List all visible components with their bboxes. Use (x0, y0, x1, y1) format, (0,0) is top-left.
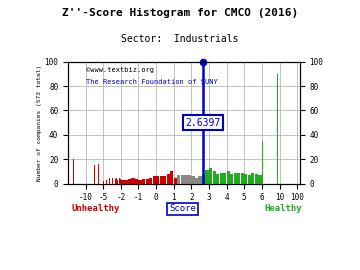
Bar (121, 180, 124, 184)
Bar (244, 174, 247, 184)
Bar (241, 173, 244, 184)
Bar (115, 179, 116, 184)
Bar (212, 171, 216, 184)
Bar (112, 178, 113, 184)
Text: Z''-Score Histogram for CMCO (2016): Z''-Score Histogram for CMCO (2016) (62, 8, 298, 18)
Bar (262, 141, 263, 184)
Text: Score: Score (169, 204, 196, 213)
Bar (142, 179, 145, 184)
Bar (139, 180, 142, 184)
Bar (167, 174, 170, 184)
Bar (198, 176, 202, 184)
Bar (188, 175, 191, 184)
Bar (223, 173, 226, 184)
Bar (277, 74, 278, 184)
Bar (237, 173, 240, 184)
Bar (149, 178, 152, 184)
Bar (234, 173, 237, 184)
Bar (98, 164, 99, 184)
Text: Unhealthy: Unhealthy (72, 204, 120, 213)
Bar (135, 179, 138, 184)
Bar (118, 178, 120, 184)
Text: 2.6397: 2.6397 (185, 118, 220, 128)
Bar (255, 174, 258, 184)
Bar (248, 175, 251, 184)
Bar (125, 180, 127, 184)
Bar (73, 159, 74, 184)
Bar (177, 175, 180, 184)
Bar (192, 176, 194, 184)
Bar (156, 176, 159, 184)
Bar (94, 165, 95, 184)
Bar (153, 176, 156, 184)
Text: Sector:  Industrials: Sector: Industrials (121, 34, 239, 44)
Bar (202, 174, 205, 184)
Bar (251, 173, 255, 184)
Bar (216, 174, 219, 184)
Bar (145, 179, 149, 184)
Bar (181, 175, 184, 184)
Bar (220, 173, 223, 184)
Bar (230, 174, 233, 184)
Bar (184, 175, 188, 184)
Bar (131, 178, 135, 184)
Bar (206, 170, 209, 184)
Bar (159, 176, 163, 184)
Bar (209, 168, 212, 184)
Bar (106, 180, 107, 184)
Y-axis label: Number of companies (573 total): Number of companies (573 total) (37, 65, 42, 181)
Bar (117, 180, 118, 184)
Text: The Research Foundation of SUNY: The Research Foundation of SUNY (86, 79, 218, 85)
Text: ©www.textbiz.org: ©www.textbiz.org (86, 67, 154, 73)
Bar (195, 178, 198, 184)
Bar (116, 178, 117, 184)
Bar (128, 179, 131, 184)
Bar (120, 179, 121, 184)
Bar (258, 175, 262, 184)
Bar (103, 181, 104, 184)
Bar (170, 171, 174, 184)
Bar (163, 176, 166, 184)
Bar (174, 178, 177, 184)
Bar (227, 171, 230, 184)
Bar (109, 178, 110, 184)
Text: Healthy: Healthy (265, 204, 302, 213)
